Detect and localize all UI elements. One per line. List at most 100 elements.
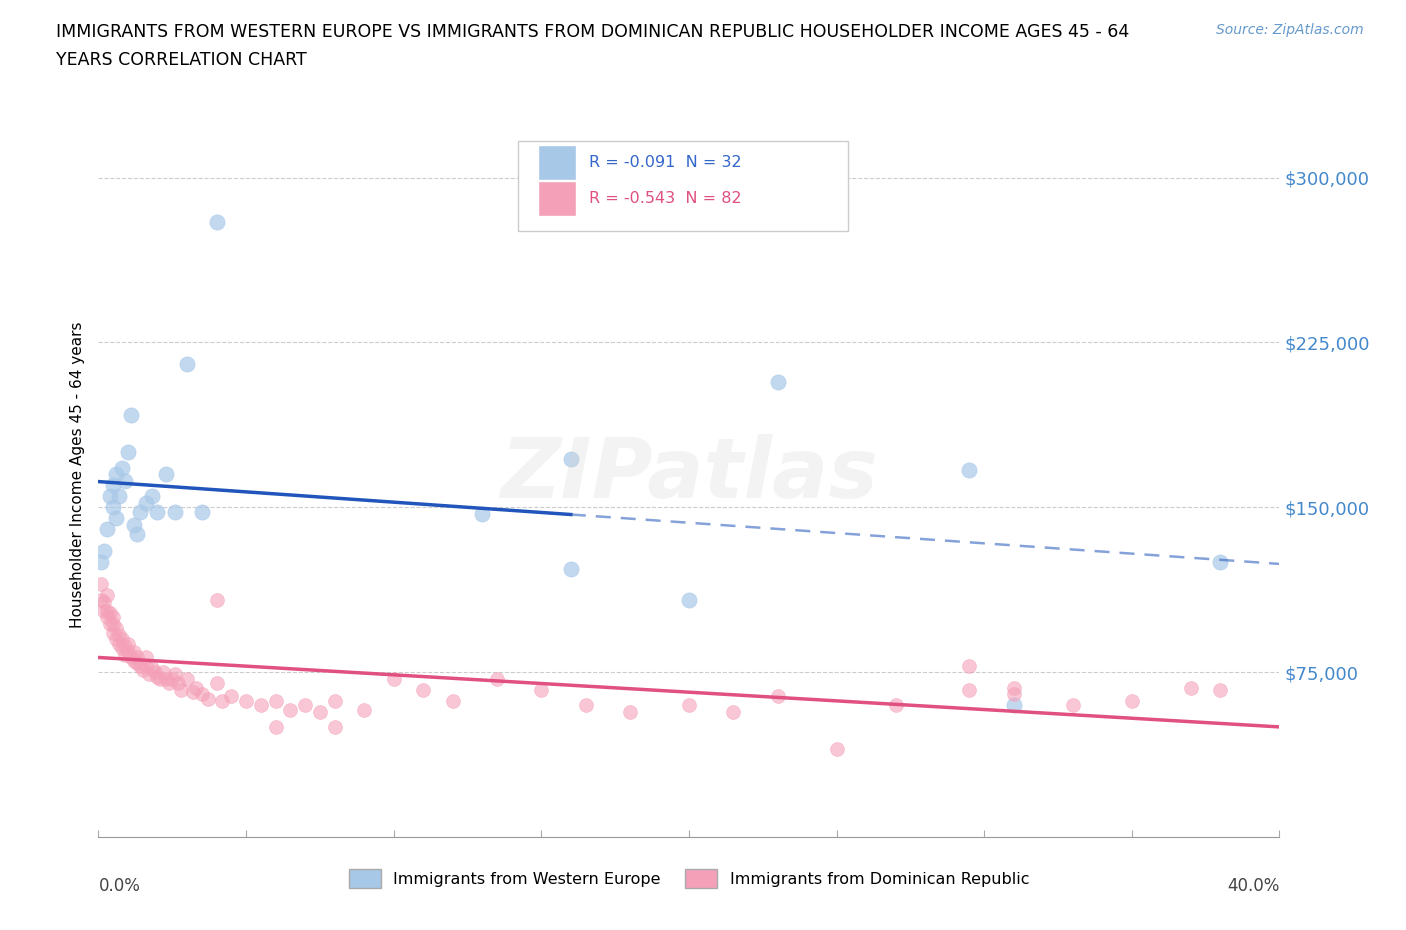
Point (165, 504, 187, 519)
Point (103, 617, 125, 631)
Text: YEARS CORRELATION CHART: YEARS CORRELATION CHART (56, 51, 307, 69)
Point (235, 693, 257, 708)
Point (323, 720, 346, 735)
Point (560, 451, 582, 466)
Point (1062, 698, 1084, 712)
Point (96, 604, 118, 618)
Point (103, 625, 125, 640)
Point (98, 489, 121, 504)
Point (96, 588, 118, 603)
Point (125, 649, 148, 664)
Point (191, 504, 214, 519)
Text: 40.0%: 40.0% (1227, 877, 1279, 895)
Point (128, 504, 150, 519)
Point (412, 683, 434, 698)
Text: IMMIGRANTS FROM WESTERN EUROPE VS IMMIGRANTS FROM DOMINICAN REPUBLIC HOUSEHOLDER: IMMIGRANTS FROM WESTERN EUROPE VS IMMIGR… (56, 23, 1129, 41)
Point (197, 691, 219, 706)
Point (108, 489, 131, 504)
Point (1180, 680, 1202, 695)
Point (120, 407, 142, 422)
Point (132, 662, 155, 677)
Point (93, 604, 115, 618)
Point (157, 676, 180, 691)
Point (155, 467, 177, 482)
FancyBboxPatch shape (537, 181, 575, 216)
Point (723, 704, 745, 719)
Point (128, 658, 150, 673)
Point (1002, 680, 1025, 695)
Point (93, 544, 115, 559)
Point (309, 704, 332, 719)
Point (575, 698, 598, 712)
Point (111, 631, 134, 646)
Point (176, 671, 198, 686)
Point (280, 702, 302, 717)
Point (181, 684, 204, 699)
Point (105, 620, 128, 635)
Point (205, 676, 228, 691)
Point (125, 656, 148, 671)
Point (149, 671, 172, 686)
Point (103, 478, 125, 493)
Point (165, 667, 187, 682)
Point (114, 473, 136, 488)
Point (108, 628, 131, 643)
Point (959, 683, 981, 698)
Point (111, 460, 134, 475)
Point (678, 592, 700, 607)
Point (111, 641, 134, 656)
Y-axis label: Householder Income Ages 45 - 64 years: Householder Income Ages 45 - 64 years (69, 321, 84, 628)
Point (90, 592, 112, 607)
Text: Source: ZipAtlas.com: Source: ZipAtlas.com (1216, 23, 1364, 37)
Point (138, 667, 160, 682)
Point (766, 375, 789, 390)
Point (155, 671, 177, 686)
Point (170, 683, 193, 698)
Point (619, 704, 641, 719)
Point (96, 610, 118, 625)
Text: R = -0.543  N = 82: R = -0.543 N = 82 (589, 192, 741, 206)
Point (96, 522, 118, 537)
Point (105, 511, 128, 525)
Point (103, 610, 125, 625)
Point (146, 504, 169, 519)
Point (125, 526, 148, 541)
Text: R = -0.091  N = 32: R = -0.091 N = 32 (589, 155, 741, 170)
Point (486, 671, 509, 686)
Point (441, 693, 464, 708)
Point (264, 720, 287, 735)
Point (1002, 698, 1025, 712)
Point (117, 636, 139, 651)
Point (90, 577, 112, 591)
Point (114, 647, 136, 662)
Point (98, 617, 121, 631)
FancyBboxPatch shape (537, 145, 575, 179)
Point (191, 686, 214, 701)
Point (884, 698, 907, 712)
Point (250, 698, 273, 712)
Point (98, 605, 121, 620)
Point (678, 698, 700, 712)
Point (120, 649, 142, 664)
Point (1209, 555, 1232, 570)
Point (152, 665, 174, 680)
Point (114, 638, 136, 653)
Point (143, 665, 166, 680)
Point (353, 702, 375, 717)
Point (167, 676, 190, 691)
Point (294, 698, 316, 712)
Point (122, 644, 145, 659)
Point (122, 517, 145, 532)
Point (1121, 693, 1143, 708)
FancyBboxPatch shape (517, 140, 848, 232)
Point (117, 445, 139, 459)
Point (103, 499, 125, 514)
Point (560, 562, 582, 577)
Point (825, 741, 848, 756)
Point (766, 689, 789, 704)
Text: ZIPatlas: ZIPatlas (501, 433, 877, 515)
Text: 0.0%: 0.0% (98, 877, 141, 895)
Point (135, 496, 157, 511)
Point (176, 357, 198, 372)
Point (141, 489, 163, 504)
